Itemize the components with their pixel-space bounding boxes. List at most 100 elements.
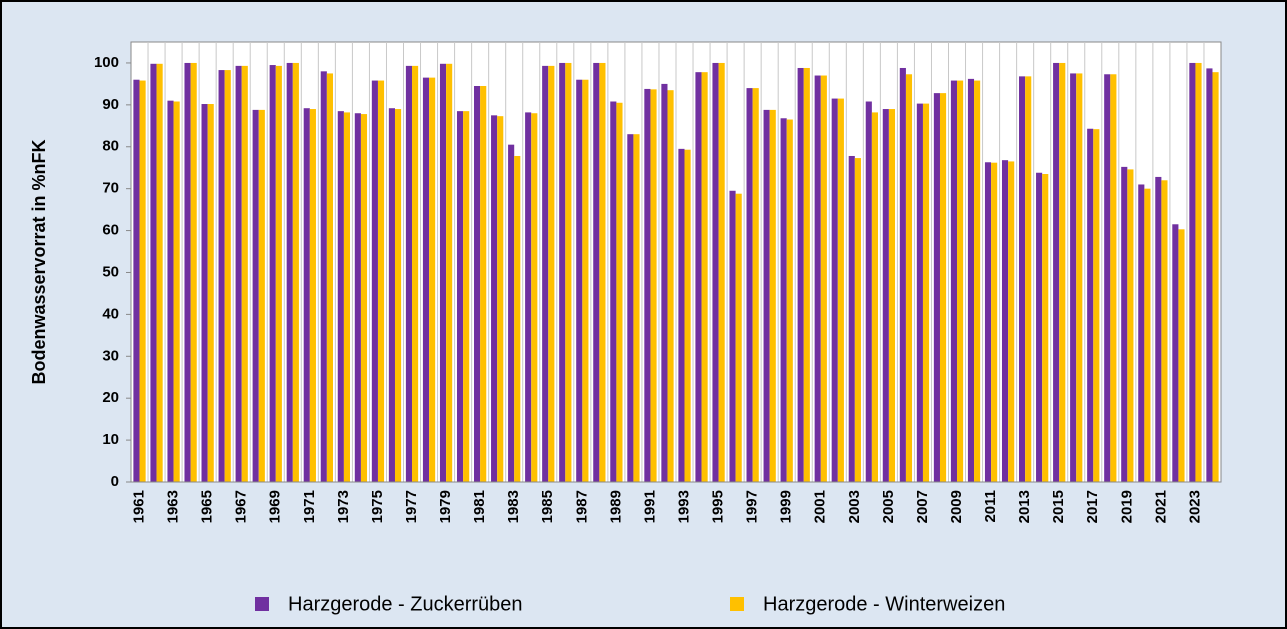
bar [610, 101, 617, 482]
x-tick-label: 1997 [744, 490, 761, 523]
bar [412, 65, 419, 482]
bar [559, 62, 566, 482]
bar [269, 65, 276, 483]
bar [167, 100, 174, 483]
y-tick-label: 70 [102, 180, 119, 197]
bar [695, 72, 702, 483]
bar [957, 80, 964, 483]
x-tick-label: 1961 [130, 490, 147, 523]
x-tick-label: 2023 [1186, 490, 1203, 523]
bar [429, 77, 436, 482]
bar [678, 148, 685, 482]
bar [207, 104, 214, 483]
bar [820, 75, 827, 483]
x-tick-label: 1985 [539, 490, 556, 523]
x-tick-label: 2003 [846, 490, 863, 523]
bar [1008, 161, 1015, 482]
bar [491, 115, 498, 482]
x-tick-label: 1977 [403, 490, 420, 523]
bar [337, 111, 344, 483]
bar [1172, 224, 1179, 483]
bar [508, 144, 515, 482]
bar [735, 193, 742, 482]
bar [786, 119, 793, 483]
bar [888, 109, 896, 483]
legend-label: Harzgerode - Winterweizen [763, 593, 1005, 615]
bar [565, 62, 572, 482]
bar [780, 118, 787, 483]
bar [497, 116, 504, 483]
bar [729, 190, 736, 482]
x-tick-label: 1991 [641, 490, 658, 523]
x-tick-label: 1969 [267, 490, 284, 523]
bar [1144, 188, 1151, 482]
legend-swatch [730, 597, 744, 611]
bar [292, 62, 299, 482]
bar [1042, 174, 1049, 482]
bar [718, 62, 725, 482]
bar [933, 93, 940, 482]
x-tick-label: 2005 [880, 490, 897, 523]
x-tick-label: 2007 [914, 490, 931, 523]
bar [633, 134, 640, 482]
bar [746, 88, 753, 482]
bar [309, 109, 316, 483]
x-tick-label: 1979 [437, 490, 454, 523]
x-tick-label: 2015 [1050, 490, 1067, 523]
bar [814, 75, 821, 483]
bar [360, 114, 368, 483]
bar [984, 162, 992, 482]
bar [139, 80, 146, 483]
bar [1189, 62, 1196, 482]
bar [667, 90, 674, 482]
bar [763, 109, 770, 482]
bar [1110, 74, 1117, 483]
bar [394, 109, 402, 483]
bar [712, 62, 719, 482]
bar [661, 83, 668, 483]
bar [303, 108, 310, 482]
bar [599, 62, 606, 482]
x-tick-label: 1987 [573, 490, 590, 523]
bar [831, 98, 838, 483]
bar [190, 62, 197, 482]
bar [1036, 172, 1043, 482]
bar [803, 67, 810, 482]
y-tick-label: 60 [102, 222, 119, 239]
bar [1195, 62, 1202, 482]
x-tick-label: 1999 [778, 490, 795, 523]
bar [882, 109, 889, 483]
y-tick-label: 20 [102, 389, 119, 406]
bar [235, 65, 242, 482]
bar [950, 80, 958, 483]
bar [463, 111, 470, 483]
bar [1212, 72, 1219, 483]
bar [150, 63, 157, 483]
bar [1059, 62, 1066, 482]
bar [701, 72, 708, 483]
x-tick-label: 1967 [233, 490, 250, 523]
bar [1019, 76, 1026, 482]
bar [905, 74, 913, 483]
bar [480, 86, 487, 482]
x-tick-label: 1995 [710, 490, 727, 523]
bar [899, 67, 906, 482]
bar [684, 149, 691, 482]
bar [576, 79, 583, 482]
y-tick-label: 30 [102, 347, 119, 364]
y-tick-label: 100 [94, 54, 119, 71]
bar [405, 65, 413, 482]
bar [371, 80, 378, 483]
x-tick-label: 2011 [982, 490, 999, 523]
bar [354, 113, 361, 482]
bar [201, 104, 208, 483]
x-tick-label: 2019 [1118, 490, 1135, 523]
bar [848, 155, 855, 482]
bar [343, 112, 351, 483]
bar [1206, 68, 1213, 483]
bar [627, 134, 634, 482]
bar [548, 65, 555, 482]
bar [542, 65, 549, 482]
x-tick-label: 1981 [471, 490, 488, 523]
x-tick-label: 2021 [1152, 490, 1169, 523]
